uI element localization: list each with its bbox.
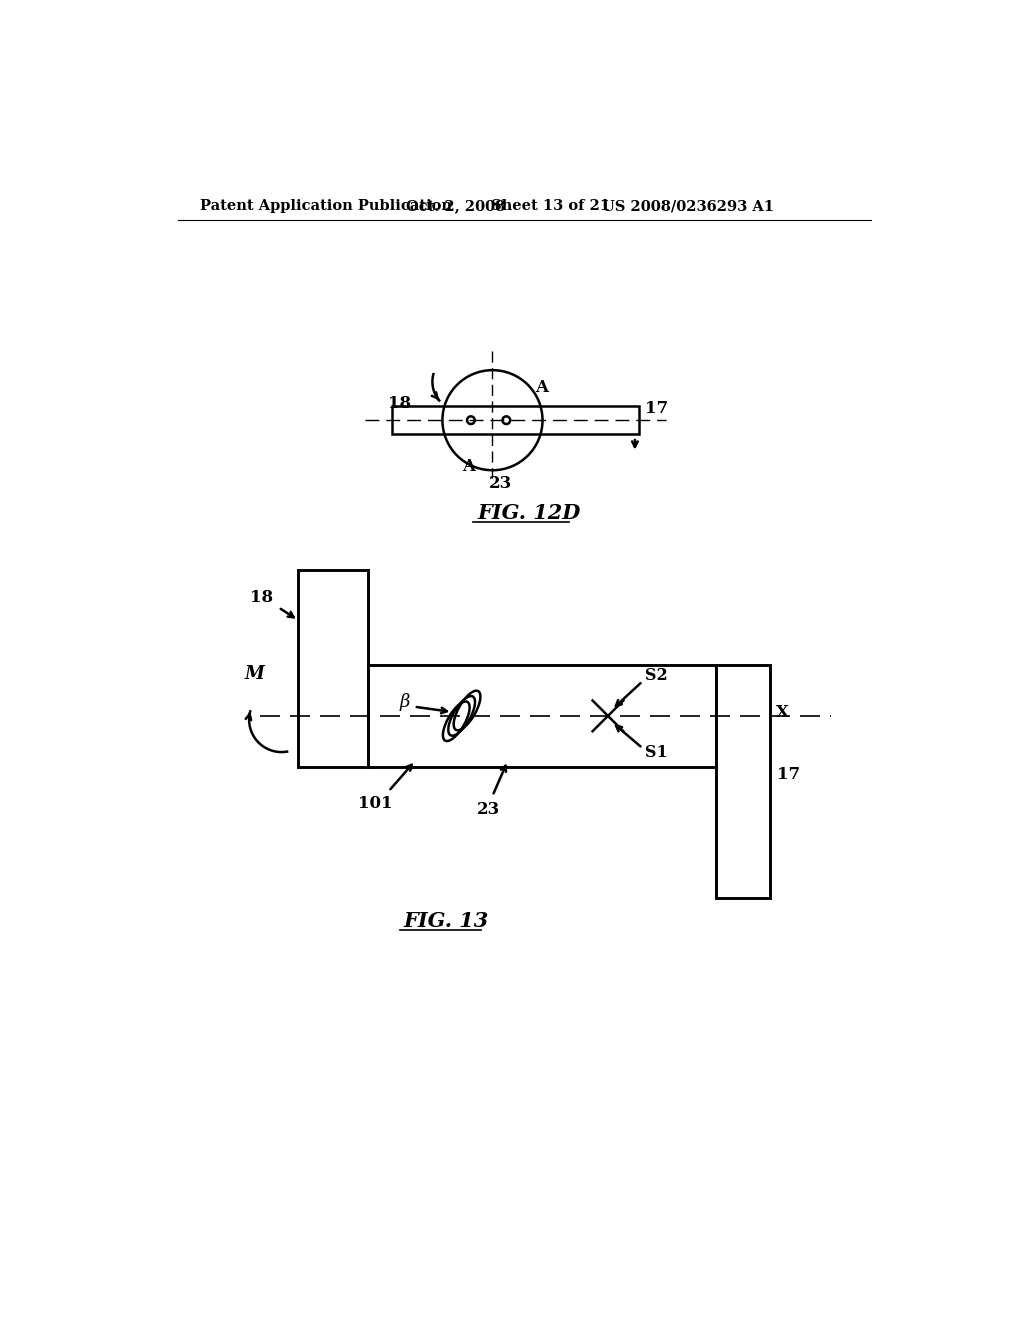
Polygon shape (392, 407, 639, 434)
Text: 17: 17 (777, 766, 801, 783)
Text: 18: 18 (388, 395, 411, 412)
Text: X: X (776, 704, 788, 721)
Text: FIG. 12D: FIG. 12D (477, 503, 581, 523)
Text: 23: 23 (477, 800, 501, 817)
Text: US 2008/0236293 A1: US 2008/0236293 A1 (602, 199, 774, 213)
Polygon shape (716, 665, 770, 898)
Text: A: A (462, 458, 475, 475)
Text: 18: 18 (250, 589, 273, 606)
Text: 17: 17 (645, 400, 668, 417)
Text: Oct. 2, 2008: Oct. 2, 2008 (407, 199, 506, 213)
Text: A: A (535, 379, 548, 396)
Polygon shape (368, 665, 716, 767)
Text: β: β (400, 693, 411, 711)
Text: Patent Application Publication: Patent Application Publication (200, 199, 452, 213)
Text: 23: 23 (488, 475, 512, 492)
Text: S2: S2 (645, 668, 668, 684)
Polygon shape (298, 570, 368, 767)
Text: Sheet 13 of 21: Sheet 13 of 21 (490, 199, 610, 213)
Text: M: M (245, 664, 264, 682)
Text: 101: 101 (357, 795, 392, 812)
Text: S1: S1 (645, 744, 668, 762)
Text: FIG. 13: FIG. 13 (403, 911, 489, 931)
